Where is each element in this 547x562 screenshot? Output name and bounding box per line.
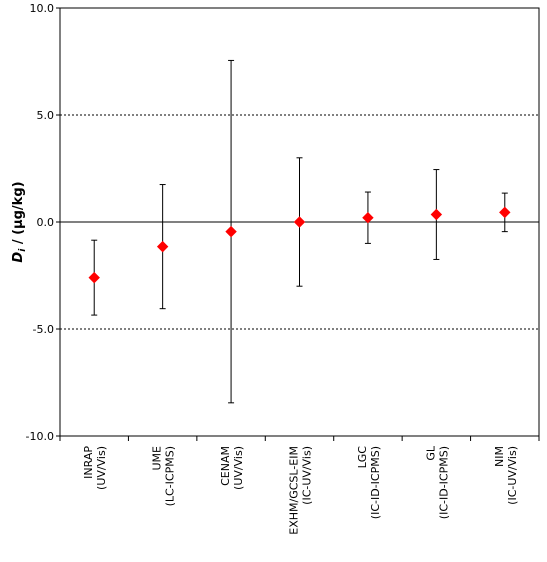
y-tick-label: 10.0 — [30, 2, 55, 15]
data-points — [88, 206, 511, 284]
category-label-line1: NIM — [493, 446, 506, 467]
data-point — [430, 208, 443, 221]
category-label-line2: (IC-UV/Vis) — [506, 446, 519, 505]
y-tick-label: 5.0 — [37, 109, 55, 122]
error-bars — [91, 59, 508, 404]
y-axis-label-unit: / (µg/kg) — [11, 181, 26, 248]
data-point — [88, 271, 100, 284]
x-axis-ticks — [59, 436, 540, 441]
data-point — [225, 225, 237, 238]
category-labels: INRAP (UV/Vis) UME (LC-ICPMS) CENAM (UV/Vis) E… — [82, 445, 519, 535]
category-label-line1: GL — [424, 445, 437, 461]
y-axis-label: Di / (µg/kg) — [11, 181, 28, 262]
data-point — [156, 240, 169, 253]
category-label-line1: LGC — [356, 446, 369, 469]
category-label-line2: (IC-UV/Vis) — [301, 446, 314, 505]
category-label-line1: CENAM — [219, 446, 232, 486]
data-point — [499, 206, 511, 219]
category-label: EXHM/GCSL-EIM (IC-UV/Vis) — [288, 446, 314, 535]
category-label: GL (IC-ID-ICPMS) — [424, 445, 450, 519]
category-label: NIM (IC-UV/Vis) — [493, 446, 519, 505]
category-label-line2: (IC-ID-ICPMS) — [369, 446, 382, 519]
y-axis-label-subscript: i — [18, 248, 28, 252]
category-label-line2: (IC-ID-ICPMS) — [437, 446, 450, 519]
category-label-line1: INRAP — [82, 446, 95, 479]
y-tick-label: -5.0 — [33, 323, 54, 336]
data-point — [293, 216, 306, 228]
category-label-line1: UME — [151, 446, 164, 471]
category-label-line2: (UV/Vis) — [95, 446, 108, 490]
category-label: LGC (IC-ID-ICPMS) — [356, 446, 382, 520]
y-axis-ticks: -10.0 -5.0 0.0 5.0 10.0 — [26, 2, 60, 443]
y-axis-label-symbol: D — [11, 252, 26, 263]
category-label: CENAM (UV/Vis) — [219, 446, 245, 490]
data-point — [362, 212, 374, 224]
y-tick-label: -10.0 — [26, 430, 54, 443]
category-label-line2: (LC-ICPMS) — [164, 446, 177, 506]
category-label: UME (LC-ICPMS) — [151, 446, 177, 506]
category-label-line2: (UV/Vis) — [232, 446, 245, 490]
y-tick-label: 0.0 — [37, 216, 55, 229]
category-label: INRAP (UV/Vis) — [82, 446, 108, 490]
category-label-line1: EXHM/GCSL-EIM — [288, 446, 301, 535]
